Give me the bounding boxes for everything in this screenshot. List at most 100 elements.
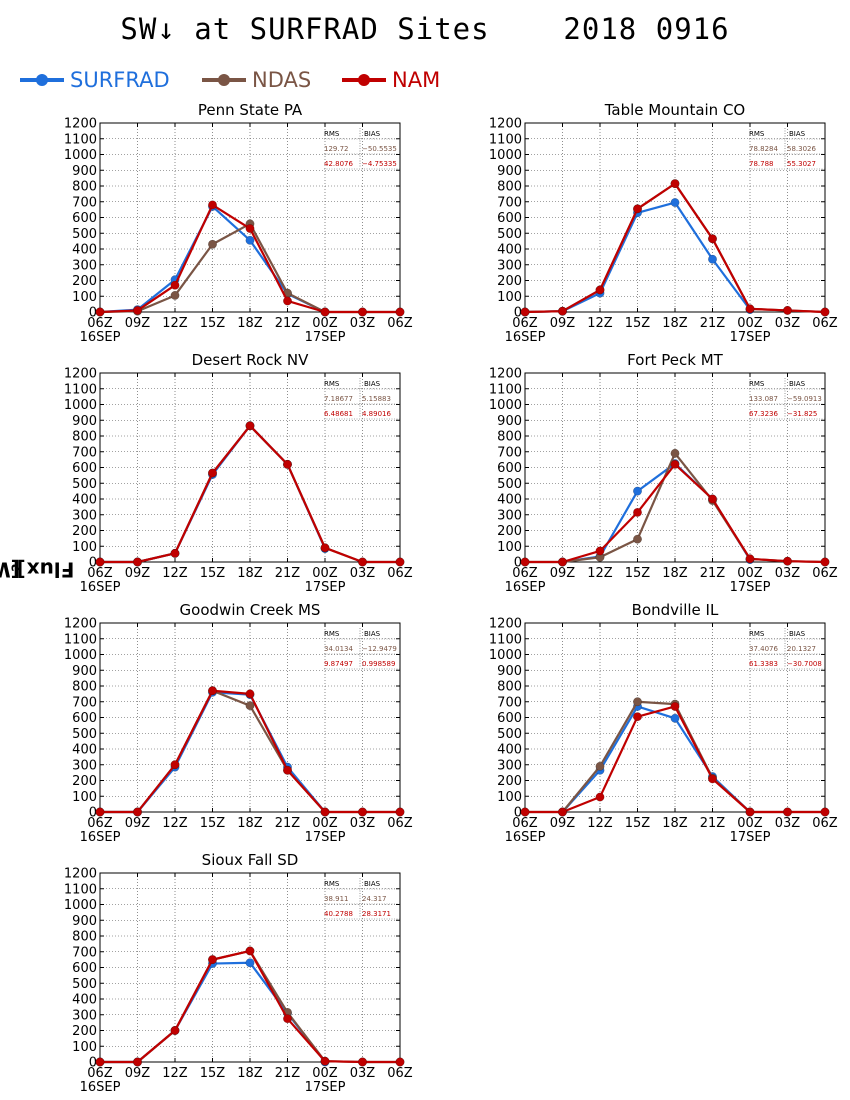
panel-5-xtick-label: 18Z: [237, 816, 263, 831]
panel-6-xdate-label: 16SEP: [505, 830, 546, 845]
panel-3-nam-point: [133, 557, 142, 567]
panel-7-nam-point: [245, 946, 255, 956]
panel-3-xdate-label: 16SEP: [80, 580, 121, 595]
panel-6-stats-bias-nam: −30.7008: [787, 660, 822, 668]
panel-2-title: Table Mountain CO: [604, 101, 746, 119]
panel-4-ytick-label: 1000: [489, 398, 522, 413]
panel-1-ndas-point: [208, 239, 217, 249]
panel-6-stats-rms-nam: 61.3383: [749, 660, 778, 668]
panel-6-xtick-label: 15Z: [625, 816, 651, 831]
panel-4-xdate-label: 16SEP: [505, 580, 546, 595]
panel-5-nam-point: [133, 807, 142, 817]
panel-3-xtick-label: 03Z: [350, 566, 376, 581]
panel-1-ytick-label: 500: [72, 227, 97, 242]
panel-2-xtick-label: 15Z: [625, 316, 651, 331]
panel-6-ytick-label: 1200: [489, 617, 522, 632]
panel-4-nam-point: [558, 557, 567, 567]
panel-2-ytick-label: 400: [497, 243, 522, 258]
legend-marker-surfrad: [20, 74, 64, 86]
panel-5-nam-point: [208, 686, 217, 696]
panel-7-xtick-label: 06Z: [87, 1066, 113, 1081]
panel-1-ytick-label: 200: [72, 274, 97, 289]
panel-7-xtick-label: 21Z: [275, 1066, 301, 1081]
panel-3-ytick-label: 100: [72, 540, 97, 555]
panel-6-ytick-label: 900: [497, 664, 522, 679]
panel-7-nam-point: [358, 1057, 367, 1067]
panel-2-stats-rms-nam: 78.788: [749, 160, 774, 168]
panel-4-nam-point: [633, 507, 642, 517]
panel-1-stats-bias-header: BIAS: [364, 130, 381, 138]
panel-3-ytick-label: 1100: [64, 382, 97, 397]
panel-6-xtick-label: 09Z: [550, 816, 576, 831]
panel-2-nam-point: [783, 305, 792, 315]
panel-1-stats-bias-nam: −4.75335: [362, 160, 397, 168]
panel-3-nam-point: [95, 557, 105, 567]
panel-5-xtick-label: 15Z: [200, 816, 226, 831]
panel-1-ytick-label: 600: [72, 211, 97, 226]
legend-label-ndas: NDAS: [252, 68, 312, 92]
panel-4-ndas-point: [670, 448, 680, 458]
panel-1-stats-bias-ndas: −50.5535: [362, 145, 397, 153]
panel-5-nam-point: [170, 760, 180, 770]
panel-5-nam-point: [283, 765, 292, 775]
panel-3-xtick-label: 06Z: [387, 566, 413, 581]
panel-2-xtick-label: 18Z: [662, 316, 688, 331]
panel-5-nam-point: [245, 689, 255, 699]
panel-2-xtick-label: 06Z: [512, 316, 538, 331]
panel-2-xtick-label: 12Z: [587, 316, 613, 331]
panel-5-ndas-point: [245, 701, 255, 711]
panel-6-nam-point: [783, 807, 792, 817]
panel-7-stats-bias-header: BIAS: [364, 880, 381, 888]
panel-4-xtick-label: 00Z: [737, 566, 763, 581]
panel-2-nam-point: [708, 234, 717, 244]
panel-1-ndas-point: [170, 291, 180, 300]
panel-4-nam-point: [745, 554, 755, 564]
panel-7-ytick-label: 400: [72, 993, 97, 1008]
panel-1-xtick-label: 03Z: [350, 316, 376, 331]
panel-1-nam-point: [283, 296, 292, 306]
panel-2-nam-point: [670, 179, 680, 189]
panel-5-ytick-label: 800: [72, 680, 97, 695]
panel-2-ytick-label: 800: [497, 180, 522, 195]
panel-1-nam-point: [133, 305, 142, 315]
panel-5-xtick-label: 09Z: [125, 816, 151, 831]
panel-5-ytick-label: 200: [72, 774, 97, 789]
panel-2-ytick-label: 100: [497, 290, 522, 305]
panel-5-ytick-label: 100: [72, 790, 97, 805]
panel-7-surfrad-point: [245, 958, 255, 968]
panel-1-xtick-label: 12Z: [162, 316, 188, 331]
panel-6-stats-bias-ndas: 20.1327: [787, 645, 816, 653]
panel-2-stats-bias-nam: 55.3027: [787, 160, 816, 168]
panel-1-ytick-label: 400: [72, 243, 97, 258]
panel-5-ytick-label: 0: [89, 806, 97, 821]
panel-2-ytick-label: 1000: [489, 148, 522, 163]
panel-2-nam-point: [745, 304, 755, 314]
panel-7-ytick-label: 1000: [64, 898, 97, 913]
panel-6-stats-bias-header: BIAS: [789, 630, 806, 638]
panel-3-ytick-label: 400: [72, 493, 97, 508]
panel-4-nam-point: [708, 494, 717, 504]
panel-4-nam-point: [820, 557, 830, 567]
panel-5-xtick-label: 12Z: [162, 816, 188, 831]
panel-3-nam-point: [245, 421, 255, 431]
panel-4-ytick-label: 1100: [489, 382, 522, 397]
panel-6-ytick-label: 0: [514, 806, 522, 821]
panel-3-ytick-label: 1200: [64, 367, 97, 382]
panel-4-ytick-label: 0: [514, 556, 522, 571]
panel-3-ytick-label: 800: [72, 430, 97, 445]
panel-5-xtick-label: 03Z: [350, 816, 376, 831]
panel-3-stats-bias-ndas: 5.15883: [362, 395, 391, 403]
panel-7-stats-rms-nam: 40.2788: [324, 910, 353, 918]
panel-6-xtick-label: 00Z: [737, 816, 763, 831]
panel-2-ytick-label: 300: [497, 258, 522, 273]
panel-4-xtick-label: 06Z: [812, 566, 838, 581]
panel-7-stats-rms-ndas: 38.911: [324, 895, 349, 903]
panel-1-xtick-label: 21Z: [275, 316, 301, 331]
panel-5-ytick-label: 600: [72, 711, 97, 726]
panel-1-ytick-label: 1000: [64, 148, 97, 163]
panel-7-ytick-label: 300: [72, 1008, 97, 1023]
panel-2-stats-rms-header: RMS: [749, 130, 765, 138]
panel-7-xtick-label: 18Z: [237, 1066, 263, 1081]
panel-6-nam-point: [820, 807, 830, 817]
panel-1-xdate-label: 17SEP: [305, 330, 346, 345]
